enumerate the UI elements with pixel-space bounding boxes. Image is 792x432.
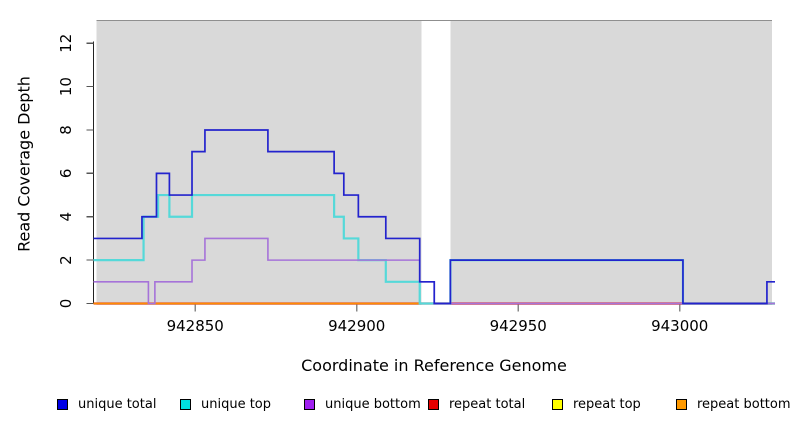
x-tick-label: 942900 — [328, 317, 385, 335]
coverage-region-band — [96, 20, 422, 305]
x-axis-title: Coordinate in Reference Genome — [301, 356, 567, 375]
y-tick-label: 10 — [57, 77, 75, 96]
legend-label: unique bottom — [325, 397, 421, 412]
legend-swatch-repeat-total — [428, 399, 439, 410]
coverage-region-band — [450, 20, 772, 305]
legend-item-unique-total: unique total — [57, 397, 156, 412]
y-tick-label: 12 — [57, 34, 75, 53]
x-tick-label: 942950 — [490, 317, 547, 335]
series-line-unique-total — [93, 129, 775, 305]
legend-swatch-unique-top — [180, 399, 191, 410]
x-tick-label: 942850 — [167, 317, 224, 335]
legend-label: repeat total — [449, 397, 526, 412]
legend-swatch-repeat-top — [552, 399, 563, 410]
y-tick-label: 4 — [57, 212, 75, 222]
legend-item-unique-bottom: unique bottom — [304, 397, 421, 412]
legend-swatch-repeat-bottom — [676, 399, 687, 410]
y-tick-label: 8 — [57, 125, 75, 135]
y-axis-title: Read Coverage Depth — [14, 76, 34, 252]
x-tick-label: 943000 — [651, 317, 708, 335]
y-tick-label: 2 — [57, 255, 75, 265]
legend-swatch-unique-total — [57, 399, 68, 410]
legend-label: unique top — [201, 397, 272, 412]
y-tick-label: 0 — [57, 299, 75, 309]
y-tick-label: 6 — [57, 169, 75, 179]
legend-item-repeat-bottom: repeat bottom — [676, 397, 791, 412]
legend-label: repeat bottom — [697, 397, 791, 412]
legend-swatch-unique-bottom — [304, 399, 315, 410]
legend: unique total unique top unique bottom repea… — [0, 397, 792, 421]
legend-item-unique-top: unique top — [180, 397, 271, 412]
legend-label: unique total — [78, 397, 157, 412]
legend-label: repeat top — [573, 397, 641, 412]
legend-item-repeat-total: repeat total — [428, 397, 525, 412]
legend-item-repeat-top: repeat top — [552, 397, 641, 412]
